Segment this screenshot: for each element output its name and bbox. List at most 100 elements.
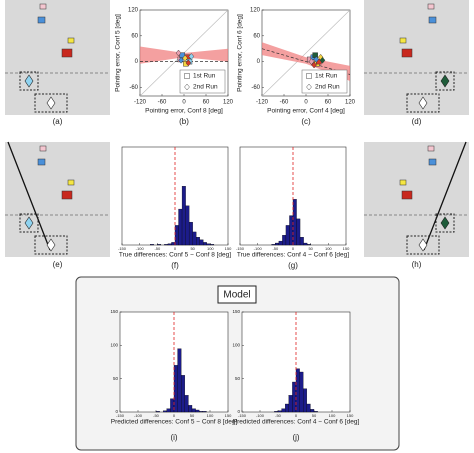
box [19, 71, 39, 91]
bar [306, 244, 311, 246]
bar [163, 410, 167, 413]
x-tick-label: -100 [254, 246, 263, 251]
x-tick-label: -50 [275, 413, 282, 418]
scene-bg [5, 142, 110, 257]
x-axis-label: Predicted differences: Conf 5 − Conf 8 [… [111, 419, 238, 426]
bar [203, 242, 207, 246]
x-axis-label: True differences: Conf 4 − Conf 6 [deg] [237, 252, 349, 259]
box [435, 213, 455, 233]
point [188, 53, 195, 60]
y-tick-label: 100 [232, 343, 240, 348]
legend-label: 1st Run [315, 73, 338, 80]
bar [303, 388, 307, 413]
x-tick-label: 150 [225, 246, 232, 251]
bar [285, 225, 290, 246]
bar [285, 403, 289, 413]
point [306, 83, 312, 91]
target [61, 48, 73, 58]
point [313, 56, 320, 63]
bar [184, 395, 189, 413]
bar [177, 348, 182, 413]
diamond [440, 216, 450, 230]
x-tick-label: 0 [173, 413, 176, 418]
target [401, 48, 413, 58]
y-tick-label: 150 [232, 309, 240, 314]
x-tick-label: 0 [292, 246, 295, 251]
point [312, 52, 318, 58]
x-tick-label: 60 [325, 100, 332, 106]
bar [292, 199, 297, 246]
bar [295, 368, 300, 413]
bar [171, 242, 176, 246]
legend-box [301, 69, 348, 94]
y-axis-label: Pointing error, Conf 6 [deg] [237, 14, 244, 92]
x-tick-label: 50 [190, 246, 195, 251]
bar [306, 403, 311, 413]
x-tick-label: -150 [116, 413, 125, 418]
x-tick-label: 150 [343, 246, 350, 251]
bar [178, 208, 183, 246]
point [175, 49, 182, 57]
bar [277, 410, 282, 413]
y-tick-label: 150 [110, 309, 118, 314]
bar [150, 244, 154, 246]
box [19, 213, 39, 233]
bar [288, 395, 293, 413]
panel-label: (c) [301, 117, 311, 126]
target [61, 190, 73, 200]
scene-bg [5, 0, 110, 115]
target [399, 179, 407, 186]
x-tick-label: 100 [207, 246, 214, 251]
bar [296, 218, 301, 246]
panel-label: (b) [179, 117, 189, 126]
diamond [46, 96, 56, 110]
scene-bg [364, 0, 469, 115]
panel-label: (d) [412, 117, 422, 126]
y-tick-label: 100 [110, 343, 118, 348]
panel-label: (f) [171, 261, 179, 270]
y-tick-label: 50 [235, 376, 241, 381]
x-tick-label: -100 [136, 246, 145, 251]
point [319, 56, 326, 64]
diamond [440, 74, 450, 88]
target [39, 145, 47, 152]
target [401, 190, 413, 200]
bar [188, 405, 193, 413]
bar [199, 411, 203, 413]
x-axis-label: Pointing error, Conf 8 [deg] [145, 108, 223, 115]
bar [195, 409, 200, 413]
pointer [423, 141, 467, 251]
bar [210, 244, 215, 246]
diamond [24, 74, 34, 88]
point [185, 59, 192, 67]
legend-label: 2nd Run [315, 84, 340, 91]
y-tick-label: 50 [113, 376, 119, 381]
box [406, 235, 440, 255]
y-tick-label: 60 [131, 33, 138, 39]
panel-label: (a) [53, 117, 63, 126]
target [428, 16, 437, 24]
diamond [24, 216, 34, 230]
bar [181, 186, 186, 246]
x-tick-label: 0 [304, 100, 308, 106]
panel-label: (e) [53, 260, 63, 269]
point [308, 58, 315, 65]
bar [281, 408, 286, 413]
x-tick-label: 50 [190, 413, 195, 418]
box [34, 93, 68, 113]
legend-label: 2nd Run [193, 84, 218, 91]
bar [202, 411, 207, 413]
target [37, 16, 46, 24]
bar [289, 215, 294, 246]
y-tick-label: -60 [251, 85, 260, 91]
x-tick-label: 150 [225, 413, 232, 418]
x-tick-label: 0 [182, 100, 186, 106]
bar [275, 242, 280, 246]
panel-label: (i) [170, 433, 177, 442]
bar [271, 244, 276, 246]
x-tick-label: 100 [207, 413, 214, 418]
diamond [46, 238, 56, 252]
bar [313, 411, 318, 413]
bar [181, 375, 185, 413]
x-tick-label: 100 [325, 246, 332, 251]
